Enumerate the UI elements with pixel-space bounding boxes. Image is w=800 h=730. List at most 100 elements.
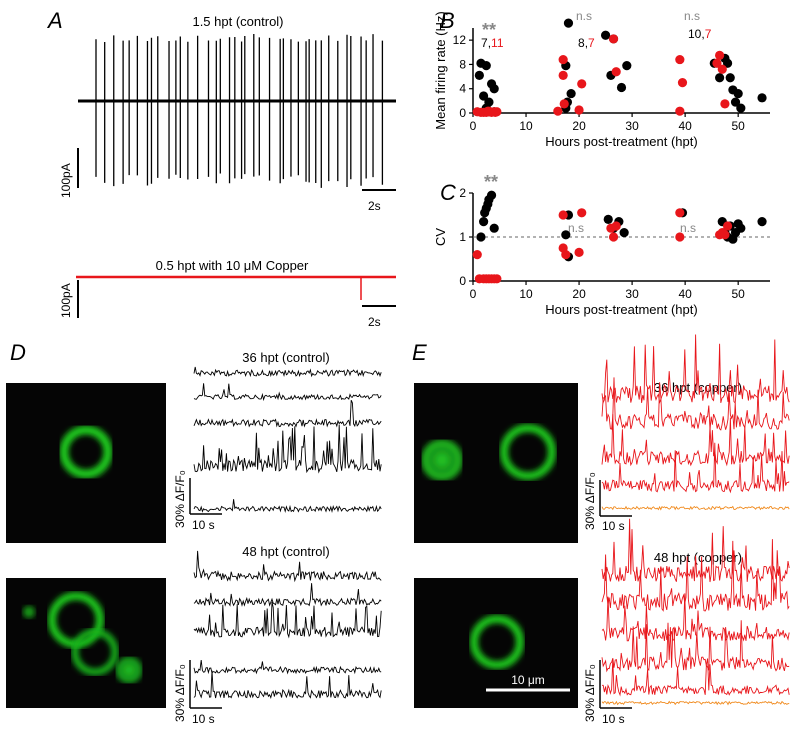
panel-b-point-red: [558, 54, 568, 65]
panel-b-point-black: [757, 93, 767, 103]
panel-b-chart: 0 10 20 30 40 50 0 4 8 12 Hours post-treatment (hp…: [433, 11, 770, 149]
panel-e-top-trace-baseline: [601, 505, 790, 511]
panel-c-point-red: [675, 208, 685, 218]
panel-e-cell-48h: [470, 615, 524, 669]
panel-c-point-red: [722, 221, 733, 231]
panel-e-bottom-traces: [601, 518, 790, 706]
panel-c-y-tick-label: 2: [459, 186, 466, 200]
panel-c-point-red: [608, 232, 619, 242]
panel-d-top-trace: [193, 366, 382, 378]
panel-b-y-label: Mean firing rate (Hz): [433, 11, 448, 129]
panel-c-point-black: [483, 199, 493, 209]
panel-a-control-trace: [78, 34, 396, 188]
panel-d-bottom-scale-y-label: 30% ΔF/F₀: [173, 664, 187, 722]
panel-c-point-black: [561, 230, 571, 240]
panel-d-top-traces: [193, 366, 382, 514]
panel-d-top-trace: [193, 499, 382, 514]
panel-a-top-title: 1.5 hpt (control): [192, 14, 283, 29]
panel-b-point-black: [622, 61, 632, 71]
panel-b-count-2-black: 8: [578, 36, 585, 50]
panel-e-cell-36h-a: [421, 439, 463, 481]
panel-c-point-black: [480, 208, 490, 218]
panel-d-bottom-traces: [193, 550, 382, 699]
panel-e-cell-36h-b: [500, 424, 556, 480]
panel-b-count-1: 7,11: [481, 36, 504, 50]
panel-c-y-tick-label: 1: [459, 230, 466, 244]
panel-b-point-black: [481, 61, 491, 71]
panel-d-bottom-title: 48 hpt (control): [242, 544, 329, 559]
panel-b-point-black: [566, 88, 576, 99]
panel-c-point-red: [720, 230, 730, 240]
panel-d-top-trace: [193, 424, 382, 474]
panel-b-y-tick-label: 12: [453, 33, 467, 47]
panel-a-top-scale-x-label: 2s: [368, 199, 381, 213]
panel-a-bottom-title: 0.5 hpt with 10 μM Copper: [156, 258, 309, 273]
panel-d-top-title: 36 hpt (control): [242, 350, 329, 365]
panel-c-point-red: [675, 232, 685, 242]
panel-b-point-red: [559, 99, 569, 109]
panel-b-point-black: [563, 18, 574, 28]
panel-d-cell-36h: [59, 425, 113, 479]
panel-e-bottom-scale-x-label: 10 s: [602, 712, 625, 726]
panel-c-x-tick-label: 40: [678, 287, 692, 301]
panel-b-point-black: [736, 103, 746, 113]
panel-c-point-red: [577, 208, 587, 218]
panel-d-bottom-trace: [193, 601, 382, 639]
panel-c-point-black: [757, 217, 767, 227]
panel-d-cell-48h-b: [71, 628, 119, 676]
panel-c-point-black: [486, 190, 497, 200]
panel-e-bottom-trace: [601, 539, 790, 612]
panel-e-bottom-trace: [601, 518, 790, 583]
panel-b-count-2-sep: ,: [585, 36, 588, 50]
panel-c-point-red: [561, 250, 571, 260]
panel-e-bottom-title: 48 hpt (copper): [654, 550, 742, 565]
panel-b-count-3: 10,7: [688, 27, 712, 41]
panel-b-point-black: [479, 91, 489, 101]
panel-d-top-scale-x-label: 10 s: [192, 518, 215, 532]
panel-c-x-tick-label: 30: [625, 287, 639, 301]
panel-b-y-tick-label: 4: [459, 82, 466, 96]
panel-e-bottom-trace: [602, 658, 790, 697]
panel-c-x-label: Hours post-treatment (hpt): [545, 302, 697, 317]
panel-c-y-label: CV: [433, 228, 448, 246]
panel-b-ns-2: n.s: [684, 9, 700, 23]
panel-c-chart: 0 10 20 30 40 50 0 1 2 Hours post-treatment (hpt)…: [433, 186, 770, 317]
panel-e-top-scale-x-label: 10 s: [602, 519, 625, 533]
panel-b-point-red: [675, 54, 685, 65]
panel-b-point-red: [558, 70, 568, 80]
panel-a-bottom-scale-y-label: 100pA: [59, 283, 73, 318]
panel-b-point-red: [608, 34, 619, 44]
panel-b-point-black: [730, 97, 741, 107]
panel-b-point-black: [722, 58, 733, 68]
panel-e-top-trace: [601, 377, 790, 431]
panel-d-bottom-trace: [193, 670, 382, 699]
panel-b-ns-1: n.s: [576, 9, 592, 23]
panel-b-point-red: [717, 64, 727, 74]
panel-b-point-black: [489, 84, 499, 94]
panel-b-count-3-red: 7: [705, 27, 712, 41]
panel-c-point-red: [472, 250, 482, 260]
panel-c-significance: **: [484, 172, 498, 192]
panel-d-cell-48h-d: [23, 606, 35, 618]
panel-a-bottom-scale-x-label: 2s: [368, 315, 381, 329]
panel-a-top-scale-y-label: 100pA: [59, 163, 73, 198]
panel-e-top-trace: [601, 414, 790, 467]
panel-b-x-label: Hours post-treatment (hpt): [545, 134, 697, 149]
panel-a-letter: A: [46, 8, 63, 33]
panel-b-point-red: [574, 105, 584, 115]
panel-b-point-black: [733, 88, 743, 99]
panel-b-point-black: [616, 82, 627, 93]
panel-b-point-red: [490, 107, 500, 117]
panel-b-point-red: [675, 106, 685, 116]
panel-c-point-black: [479, 217, 489, 227]
panel-c-point-red: [558, 210, 568, 220]
panel-b-y-tick-label: 0: [459, 106, 466, 120]
panel-b-count-2-red: 7: [588, 36, 595, 50]
panel-c-point-black: [619, 228, 629, 238]
panel-c-y-tick-label: 0: [459, 274, 466, 288]
panel-e-top-scale-y-label: 30% ΔF/F₀: [583, 472, 597, 530]
panel-c-letter: C: [440, 180, 456, 205]
panel-c-point-red: [611, 221, 621, 231]
panel-c-x-tick-label: 50: [731, 287, 745, 301]
panel-e-bottom-trace: [601, 620, 790, 673]
